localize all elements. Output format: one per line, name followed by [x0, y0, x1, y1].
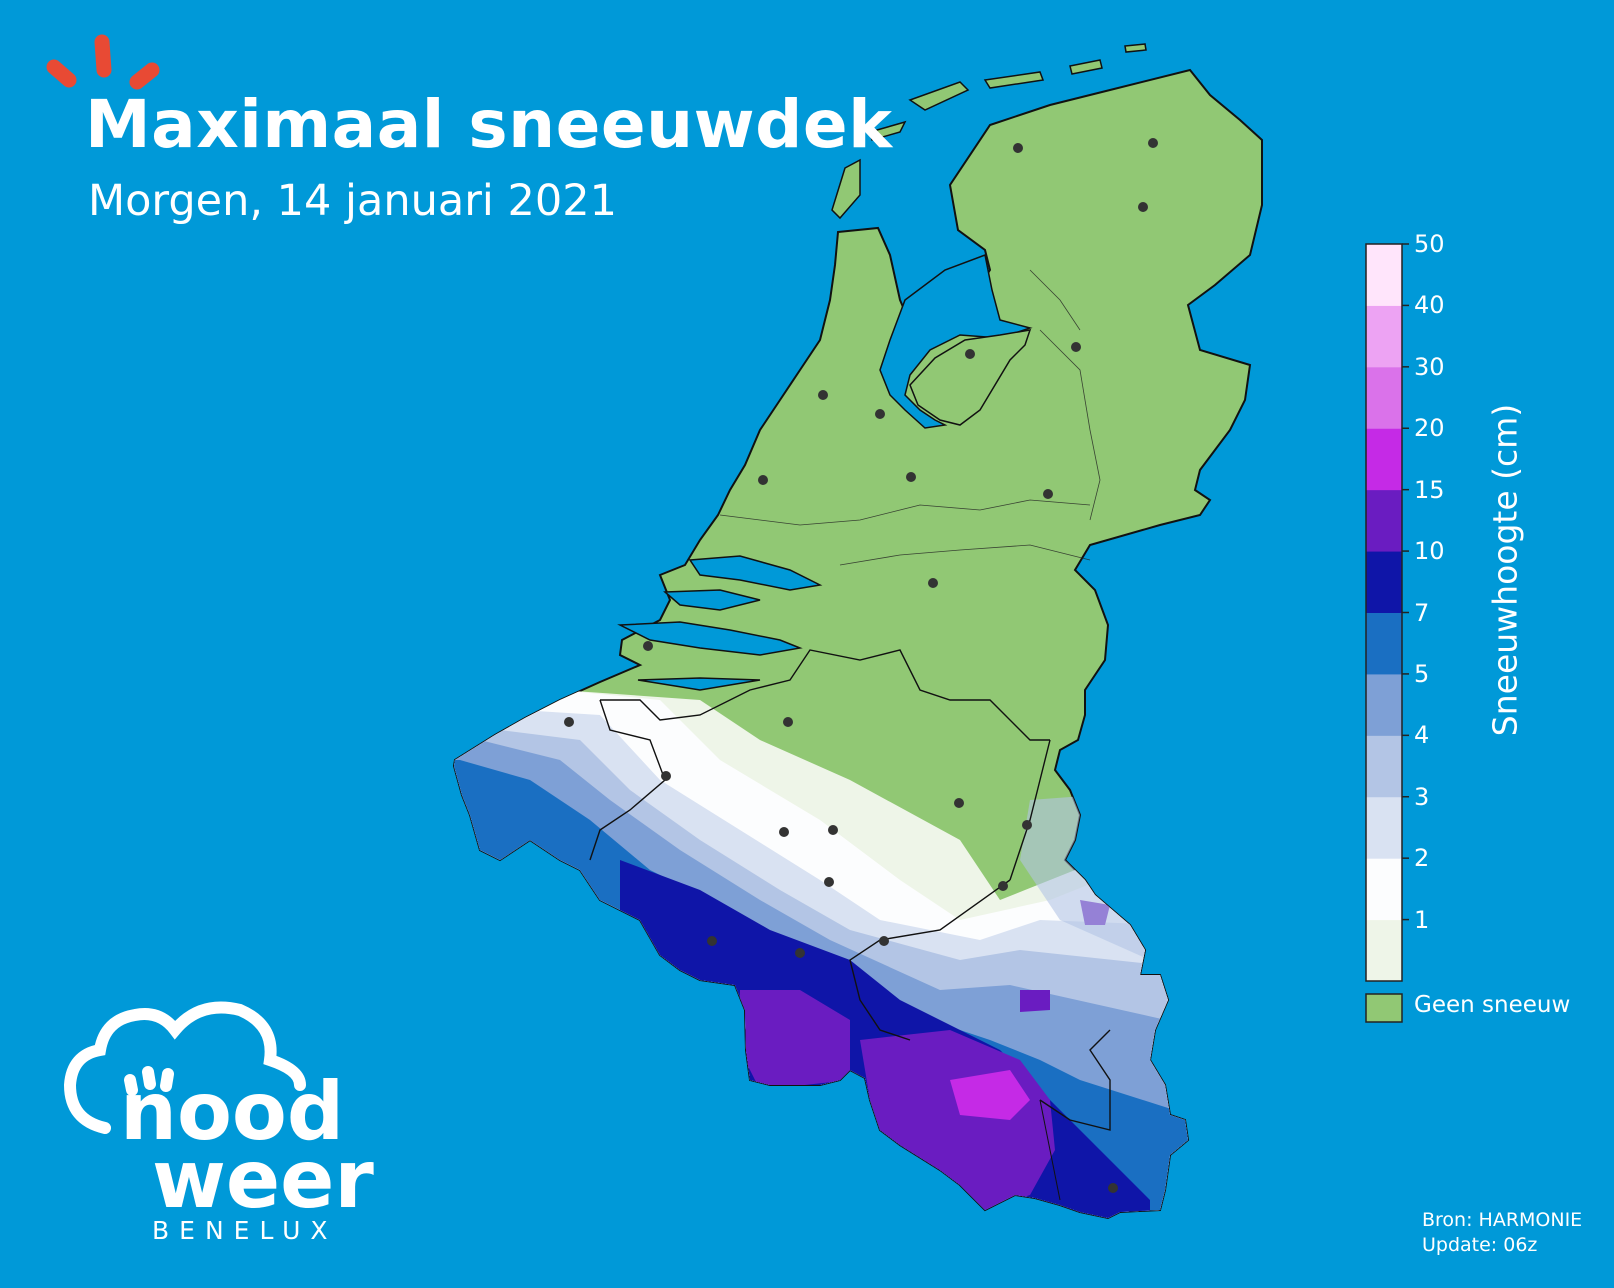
logo-word-weer: weer [152, 1133, 374, 1226]
colorbar-tick-label: 7 [1414, 598, 1430, 627]
delta-waters [617, 555, 823, 691]
no-snow-label: Geen sneeuw [1414, 992, 1571, 1018]
no-snow-swatch [1365, 993, 1403, 1023]
logo-word-nood: nood [120, 1065, 345, 1158]
colorbar-bin [1366, 735, 1402, 798]
colorbar-bin [1366, 428, 1402, 491]
colorbar-tick-label: 30 [1414, 352, 1445, 381]
colorbar-tick-label: 10 [1414, 537, 1445, 566]
colorbar-tick-label: 50 [1414, 230, 1445, 258]
colorbar-tick-label: 20 [1414, 414, 1445, 443]
colorbar-bin [1366, 489, 1402, 552]
colorbar-bin [1366, 551, 1402, 613]
source-line: Bron: HARMONIE [1422, 1209, 1583, 1231]
source-info: Bron: HARMONIE Update: 06z [1422, 1208, 1582, 1258]
logo-word-benelux: BENELUX [152, 1216, 338, 1245]
colorbar-tick-label: 40 [1414, 291, 1445, 320]
colorbar-tick-label: 15 [1414, 475, 1445, 504]
colorbar-tick-label: 5 [1414, 659, 1430, 688]
colorbar-title: Sneeuwhoogte (cm) [1485, 403, 1525, 737]
colorbar-bin [1366, 673, 1402, 736]
update-line: Update: 06z [1422, 1234, 1538, 1256]
colorbar-tick-label: 4 [1414, 721, 1430, 750]
colorbar-bin [1366, 366, 1402, 429]
logo-rays [46, 34, 160, 90]
page-title: Maximaal sneeuwdek [85, 86, 893, 163]
colorbar-tick-label: 1 [1414, 905, 1430, 934]
page-subtitle: Morgen, 14 januari 2021 [88, 176, 617, 226]
colorbar [1366, 243, 1409, 982]
city-dots [564, 138, 1158, 1193]
wadden-islands [831, 43, 1147, 220]
colorbar-bin [1366, 244, 1402, 306]
colorbar-bin [1366, 858, 1402, 921]
colorbar-bin [1366, 305, 1402, 368]
ijsselmeer [879, 253, 1033, 429]
colorbar-bin [1366, 919, 1402, 982]
flevoland [909, 329, 1032, 426]
colorbar-bin [1366, 612, 1402, 675]
province-lines [719, 269, 1101, 566]
colorbar-tick-label: 2 [1414, 844, 1430, 873]
colorbar-tick-label: 3 [1414, 782, 1430, 811]
colorbar-bin [1366, 796, 1402, 859]
colorbar-frame [1365, 243, 1403, 982]
cloud-logo-icon [63, 1001, 306, 1134]
